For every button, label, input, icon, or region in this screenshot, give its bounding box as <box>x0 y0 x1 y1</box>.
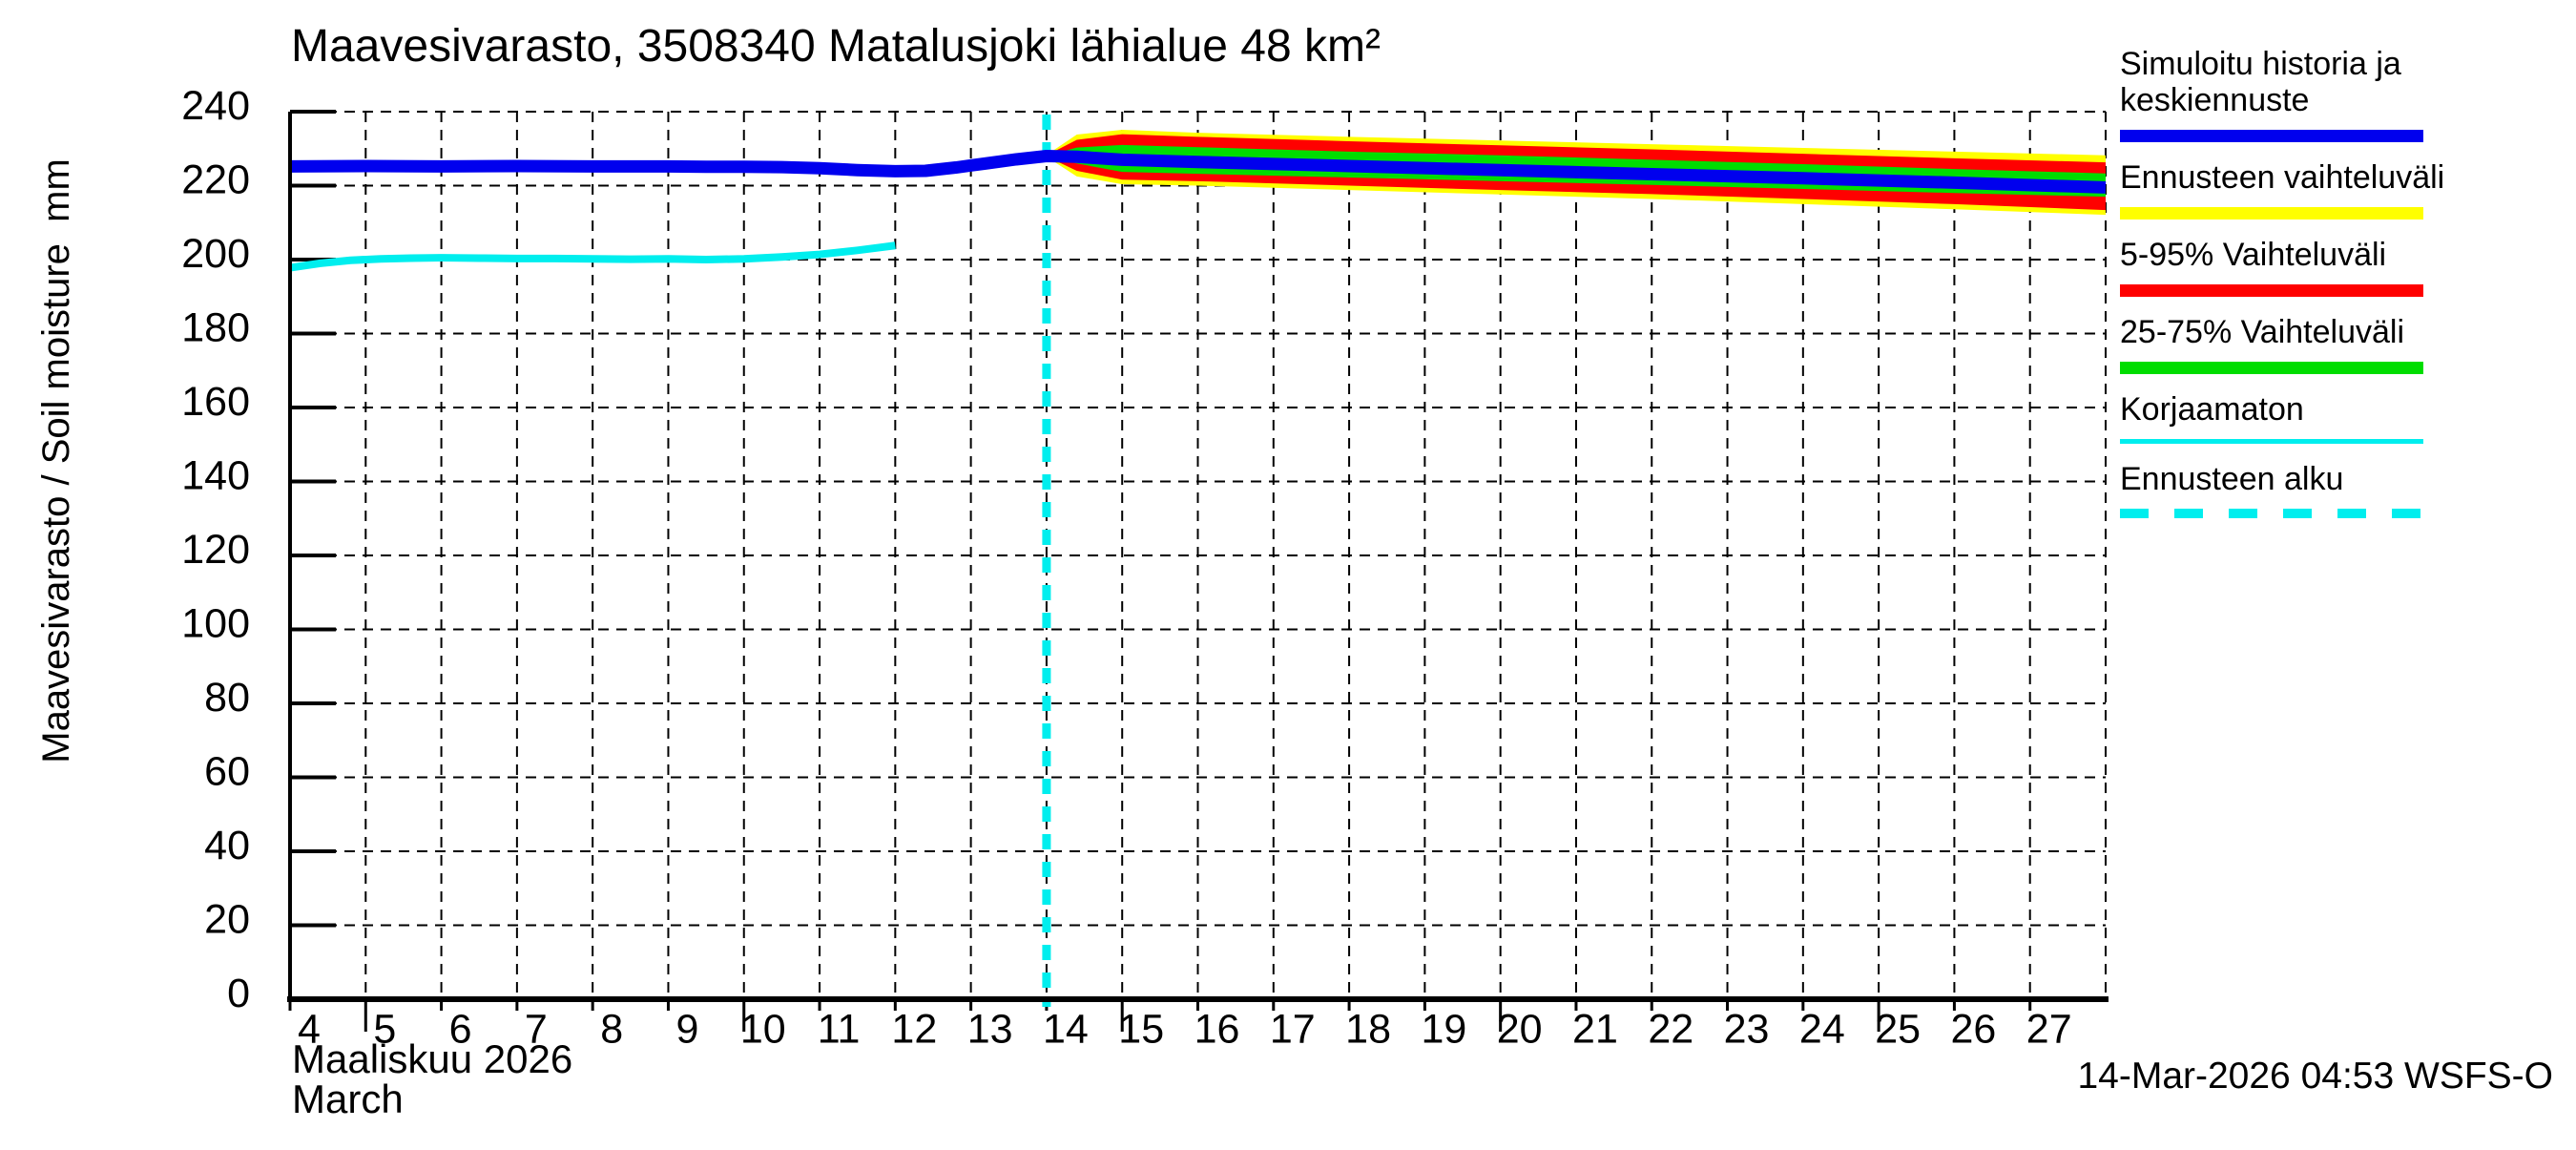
data-series-layer <box>289 115 2107 1007</box>
legend-swatch <box>2120 362 2423 374</box>
legend-item: 25-75% Vaihteluväli <box>2120 314 2423 374</box>
x-tick-label: 25 <box>1875 1006 1921 1052</box>
legend-swatch-dash <box>2229 509 2257 518</box>
y-tick-label: 0 <box>227 971 250 1016</box>
x-tick-label: 12 <box>891 1006 937 1052</box>
y-tick-label: 140 <box>181 453 250 499</box>
legend-item: 5-95% Vaihteluväli <box>2120 237 2423 297</box>
x-tick-label: 7 <box>525 1006 548 1052</box>
x-tick-label: 27 <box>2026 1006 2072 1052</box>
x-tick-label: 4 <box>298 1006 321 1052</box>
legend-swatch <box>2120 207 2423 220</box>
history-median-line <box>289 150 2107 194</box>
legend-swatch-dash <box>2174 509 2203 518</box>
legend-label: Simuloitu historia ja <box>2120 46 2401 82</box>
timestamp: 14-Mar-2026 04:53 WSFS-O <box>2077 1056 2553 1097</box>
x-tick-label: 18 <box>1345 1006 1391 1052</box>
y-axis-label: Maavesivarasto / Soil moisture mm <box>35 158 77 763</box>
y-tick-label: 40 <box>204 823 250 868</box>
legend-swatch-dash <box>2283 509 2312 518</box>
y-tick-label: 180 <box>181 305 250 351</box>
ticks-layer <box>288 110 2032 1032</box>
x-tick-label: 9 <box>675 1006 698 1052</box>
y-tick-label: 160 <box>181 379 250 425</box>
x-tick-label: 15 <box>1118 1006 1164 1052</box>
legend-swatch <box>2120 439 2423 444</box>
y-tick-label: 60 <box>204 749 250 795</box>
x-tick-label: 17 <box>1270 1006 1316 1052</box>
x-tick-label: 11 <box>818 1006 861 1052</box>
legend-label: keskiennuste <box>2120 82 2309 118</box>
page-title: Maavesivarasto, 3508340 Matalusjoki lähi… <box>291 21 1381 72</box>
legend-label: Korjaamaton <box>2120 391 2304 428</box>
legend-swatch-dash <box>2337 509 2366 518</box>
legend-item: Korjaamaton <box>2120 391 2423 444</box>
y-tick-label: 80 <box>204 675 250 721</box>
axes-layer <box>287 112 2109 1002</box>
legend-label: Ennusteen vaihteluväli <box>2120 159 2444 196</box>
legend-label: 25-75% Vaihteluväli <box>2120 314 2404 350</box>
y-tick-label: 100 <box>181 601 250 647</box>
x-tick-label: 24 <box>1799 1006 1845 1052</box>
x-tick-label: 21 <box>1572 1006 1618 1052</box>
legend-label: Ennusteen alku <box>2120 461 2343 497</box>
x-tick-label: 13 <box>967 1006 1013 1052</box>
legend-swatch-dash <box>2392 509 2420 518</box>
x-tick-label: 5 <box>373 1006 396 1052</box>
x-tick-label: 6 <box>449 1006 472 1052</box>
legend-swatch-dash <box>2120 509 2149 518</box>
x-tick-label: 8 <box>600 1006 623 1052</box>
x-tick-label: 16 <box>1195 1006 1240 1052</box>
x-tick-label: 26 <box>1950 1006 1996 1052</box>
legend-label: 5-95% Vaihteluväli <box>2120 237 2386 273</box>
x-axis-month-label-fi: Maaliskuu 2026 <box>292 1036 572 1081</box>
y-tick-label: 240 <box>181 83 250 129</box>
legend-swatch <box>2120 284 2423 297</box>
x-axis-month-label-en: March <box>292 1077 404 1121</box>
legend-item: Ennusteen vaihteluväli <box>2120 159 2444 220</box>
legend-swatch <box>2120 130 2423 142</box>
legend-item: Ennusteen alku <box>2120 461 2420 518</box>
x-tick-label: 23 <box>1724 1006 1770 1052</box>
x-tick-label: 19 <box>1421 1006 1466 1052</box>
x-tick-label: 14 <box>1043 1006 1089 1052</box>
x-tick-label: 22 <box>1648 1006 1693 1052</box>
gridlines-layer <box>290 111 2107 999</box>
x-tick-label: 10 <box>740 1006 786 1052</box>
x-tick-label: 20 <box>1497 1006 1543 1052</box>
uncorrected-line <box>289 241 896 272</box>
y-tick-label: 200 <box>181 231 250 277</box>
y-tick-label: 20 <box>204 897 250 943</box>
y-tick-label: 220 <box>181 157 250 203</box>
y-tick-label: 120 <box>181 527 250 573</box>
